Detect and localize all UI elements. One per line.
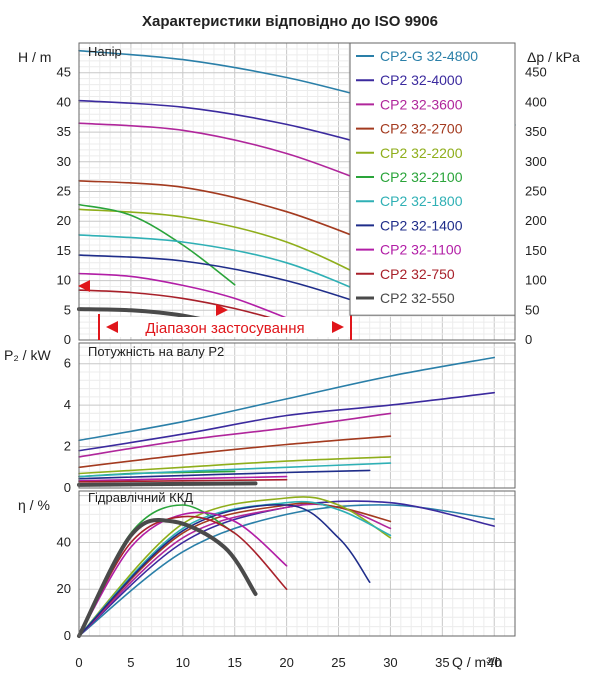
y2-tick-label: 350 — [525, 124, 547, 139]
panel-title-head: Напір — [88, 44, 122, 59]
series-line-1-3 — [78, 435, 392, 469]
legend-entry: CP2 32-2700 — [380, 121, 463, 137]
legend: CP2-G 32-4800 CP2 32-4000 CP2 32-3600 CP2 3… — [349, 42, 516, 316]
y-tick-label-0: 20 — [57, 213, 71, 228]
legend-entry: CP2 32-750 — [380, 266, 455, 282]
series-line-0-9 — [78, 289, 288, 323]
y-tick-label-2: 0 — [64, 628, 71, 643]
y2-tick-label: 200 — [525, 213, 547, 228]
y2-tick-label: 50 — [525, 302, 539, 317]
operating-range-right-arrow — [332, 321, 344, 333]
y-axis-label-head: H / m — [18, 49, 51, 65]
operating-range-label: Діапазон застосування — [145, 320, 304, 337]
y-axis-label-power: P₂ / kW — [4, 347, 51, 363]
y-tick-label-0: 25 — [57, 184, 71, 199]
y2-tick-label: 250 — [525, 184, 547, 199]
y-tick-label-1: 6 — [64, 356, 71, 371]
legend-box — [349, 42, 516, 316]
y-tick-label-1: 0 — [64, 480, 71, 495]
y-tick-label-0: 30 — [57, 154, 71, 169]
series-line-2-7 — [78, 504, 371, 637]
y-tick-label-0: 40 — [57, 94, 71, 109]
y-axis-label-efficiency: η / % — [18, 497, 50, 513]
legend-entry: CP2 32-2100 — [380, 169, 463, 185]
x-tick-label: 5 — [127, 655, 134, 670]
legend-entry: CP2 32-3600 — [380, 96, 463, 112]
x-tick-label: 25 — [331, 655, 345, 670]
series-line-1-8 — [78, 475, 288, 482]
tick-labels: 0510152025303540450501001502002503003504… — [57, 65, 547, 670]
chart-title: Характеристики відповідно до ISO 9906 — [142, 13, 438, 30]
y-tick-label-0: 5 — [64, 302, 71, 317]
legend-entry: CP2 32-1400 — [380, 217, 463, 233]
range-marker-left-icon — [78, 280, 90, 292]
x-tick-label: 0 — [75, 655, 82, 670]
operating-range-indicator: Діапазон застосування — [78, 280, 352, 340]
series-line-0-4 — [78, 208, 392, 291]
y2-tick-label: 400 — [525, 94, 547, 109]
series-line-1-4 — [78, 456, 392, 475]
operating-range-left-arrow — [106, 321, 118, 333]
legend-entry: CP2-G 32-4800 — [380, 48, 478, 64]
range-marker-right-icon — [216, 304, 228, 316]
y2-tick-label: 100 — [525, 273, 547, 288]
x-axis-label: Q / m³/h — [452, 654, 503, 670]
x-tick-label: 40 — [487, 655, 501, 670]
panel-frame-1 — [78, 342, 516, 489]
series-line-2-4 — [78, 496, 392, 637]
y2-tick-label: 450 — [525, 65, 547, 80]
x-tick-label: 10 — [176, 655, 190, 670]
legend-entry: CP2 32-2200 — [380, 145, 463, 161]
series-line-0-6 — [78, 234, 392, 306]
series-line-1-7 — [78, 469, 371, 480]
x-tick-label: 30 — [383, 655, 397, 670]
legend-entry: CP2 32-1100 — [380, 242, 462, 258]
legend-entry: CP2 32-550 — [380, 290, 455, 306]
y2-tick-label: 150 — [525, 243, 547, 258]
y-tick-label-1: 2 — [64, 439, 71, 454]
operating-range-box — [100, 317, 352, 337]
series-line-2-8 — [78, 511, 288, 637]
x-tick-label: 15 — [227, 655, 241, 670]
panel-frame-2 — [78, 490, 516, 637]
x-tick-label: 35 — [435, 655, 449, 670]
y-tick-label-0: 0 — [64, 332, 71, 347]
series-line-0-3 — [78, 180, 392, 252]
y-tick-label-0: 10 — [57, 273, 71, 288]
y-tick-label-2: 40 — [57, 534, 71, 549]
y-tick-label-1: 4 — [64, 397, 71, 412]
y2-tick-label: 0 — [525, 332, 532, 347]
frame — [78, 42, 516, 637]
series-line-0-2 — [78, 122, 392, 193]
x-tick-label: 20 — [279, 655, 293, 670]
series-line-1-10 — [77, 481, 258, 487]
legend-entry: CP2 32-4000 — [380, 72, 463, 88]
series-line-1-1 — [78, 391, 495, 452]
series-line-1-0 — [78, 356, 495, 442]
series-line-0-7 — [78, 254, 392, 314]
legend-entry: CP2 32-1800 — [380, 193, 463, 209]
y-tick-label-2: 20 — [57, 581, 71, 596]
y2-tick-label: 300 — [525, 154, 547, 169]
y-tick-label-0: 15 — [57, 243, 71, 258]
series-line-1-9 — [78, 478, 288, 483]
series-line-0-5 — [78, 203, 236, 286]
series-line-0-8 — [78, 272, 288, 319]
series-line-1-6 — [78, 462, 392, 478]
series-line-2-10 — [77, 517, 258, 638]
series-line-1-2 — [78, 412, 392, 458]
y-tick-label-0: 45 — [57, 65, 71, 80]
panel-title-efficiency: Гідравлічний ККД — [88, 490, 193, 505]
y-tick-label-0: 35 — [57, 124, 71, 139]
panel-title-power: Потужність на валу P2 — [88, 344, 224, 359]
y2-axis-label-pressure: Δp / kPa — [527, 49, 580, 65]
